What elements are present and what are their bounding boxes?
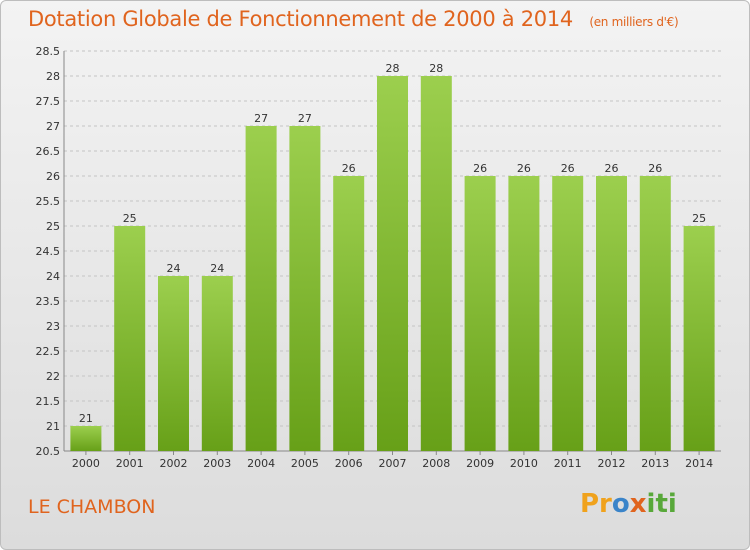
bar-2003[interactable] — [201, 276, 233, 451]
x-tick-label-2011: 2011 — [554, 457, 582, 470]
data-label-2009: 26 — [473, 162, 487, 175]
bar-2011[interactable] — [552, 176, 584, 451]
bar-2014[interactable] — [683, 226, 715, 451]
bar-2004[interactable] — [245, 126, 277, 451]
data-label-2000: 21 — [79, 412, 93, 425]
x-tick-label-2001: 2001 — [116, 457, 144, 470]
y-tick-label: 28 — [46, 70, 60, 83]
y-tick-label: 21 — [46, 420, 60, 433]
proxiti-logo[interactable]: Proxiti — [580, 489, 677, 519]
data-label-2002: 24 — [167, 262, 181, 275]
y-tick-label: 23.5 — [36, 295, 61, 308]
data-label-2005: 27 — [298, 112, 312, 125]
bar-2010[interactable] — [508, 176, 540, 451]
logo-part-1: Pr — [580, 489, 612, 519]
x-tick-label-2008: 2008 — [422, 457, 450, 470]
bar-2008[interactable] — [420, 76, 452, 451]
y-tick-label: 24 — [46, 270, 60, 283]
data-label-2004: 27 — [254, 112, 268, 125]
x-tick-label-2010: 2010 — [510, 457, 538, 470]
bar-2013[interactable] — [639, 176, 671, 451]
x-tick-label-2000: 2000 — [72, 457, 100, 470]
x-tick-label-2013: 2013 — [641, 457, 669, 470]
y-tick-label: 27 — [46, 120, 60, 133]
bar-2012[interactable] — [596, 176, 627, 451]
bar-2009[interactable] — [464, 176, 496, 451]
logo-part-3: x — [629, 489, 647, 519]
chart-title-text: Dotation Globale de Fonctionnement de 20… — [28, 7, 573, 31]
chart-title: Dotation Globale de Fonctionnement de 20… — [28, 7, 679, 31]
data-label-2007: 28 — [386, 62, 400, 75]
bar-2000[interactable] — [70, 426, 102, 451]
y-tick-label: 25.5 — [36, 195, 61, 208]
y-tick-label: 24.5 — [36, 245, 61, 258]
bar-2006[interactable] — [333, 176, 365, 451]
x-tick-label-2003: 2003 — [203, 457, 231, 470]
y-tick-label: 21.5 — [36, 395, 61, 408]
x-tick-label-2004: 2004 — [247, 457, 275, 470]
bar-2007[interactable] — [377, 76, 408, 451]
y-tick-label: 28.5 — [36, 45, 61, 58]
y-tick-label: 25 — [46, 220, 60, 233]
x-tick-label-2005: 2005 — [291, 457, 319, 470]
x-tick-label-2007: 2007 — [379, 457, 407, 470]
y-tick-label: 26.5 — [36, 145, 61, 158]
x-tick-label-2006: 2006 — [335, 457, 363, 470]
data-label-2006: 26 — [342, 162, 356, 175]
data-label-2014: 25 — [692, 212, 706, 225]
bar-2001[interactable] — [114, 226, 146, 451]
y-tick-label: 20.5 — [36, 445, 61, 458]
y-tick-label: 27.5 — [36, 95, 61, 108]
bar-2002[interactable] — [158, 276, 189, 451]
y-tick-label: 26 — [46, 170, 60, 183]
y-tick-label: 22 — [46, 370, 60, 383]
bar-2005[interactable] — [289, 126, 321, 451]
data-label-2011: 26 — [561, 162, 575, 175]
data-label-2001: 25 — [123, 212, 137, 225]
x-tick-label-2009: 2009 — [466, 457, 494, 470]
data-label-2010: 26 — [517, 162, 531, 175]
data-label-2003: 24 — [210, 262, 224, 275]
data-label-2008: 28 — [429, 62, 443, 75]
data-label-2012: 26 — [605, 162, 619, 175]
y-tick-label: 22.5 — [36, 345, 61, 358]
logo-part-2: o — [611, 489, 630, 519]
x-tick-label-2002: 2002 — [160, 457, 188, 470]
x-tick-label-2014: 2014 — [685, 457, 713, 470]
commune-name: LE CHAMBON — [28, 496, 156, 518]
logo-part-4: iti — [646, 489, 677, 519]
y-tick-label: 23 — [46, 320, 60, 333]
x-tick-label-2012: 2012 — [598, 457, 626, 470]
data-label-2013: 26 — [648, 162, 662, 175]
chart-subtitle: (en milliers d'€) — [589, 15, 679, 29]
